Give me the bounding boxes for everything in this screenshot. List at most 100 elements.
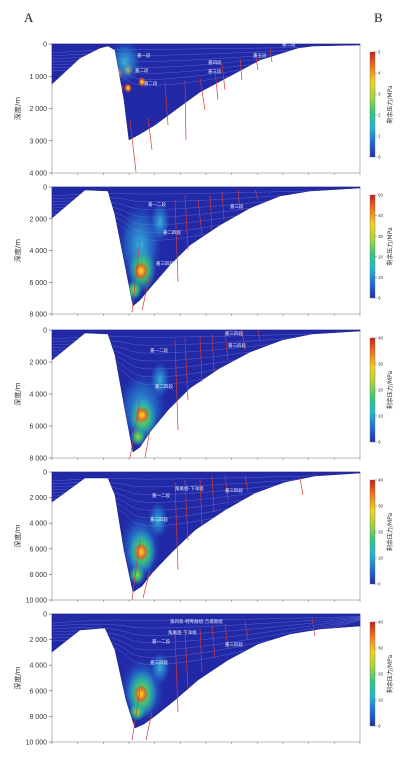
colorbar-label: 剩余压力/MPa xyxy=(386,655,394,694)
colorbar-tick-label: 40 xyxy=(378,478,384,483)
stratum-label: 嘉三四段 xyxy=(225,487,243,494)
y-tick-label: 4 000 xyxy=(29,521,47,528)
fault-line xyxy=(254,189,259,201)
fault-line xyxy=(199,77,206,111)
strata-line xyxy=(52,617,360,629)
y-axis-label: 深度/m xyxy=(13,666,22,689)
strata-line xyxy=(52,617,360,636)
fault-line xyxy=(174,481,179,571)
colorbar-tick-label: 0 xyxy=(378,155,381,160)
fault-line xyxy=(311,617,316,637)
colorbar-tick-label: 20 xyxy=(378,672,384,677)
stratum-label: 嘉三四段 xyxy=(150,659,168,666)
stratum-label: 嘉四段 xyxy=(208,59,222,66)
fault-line xyxy=(221,191,225,221)
basin-fill xyxy=(51,613,361,729)
colorbar xyxy=(369,479,376,585)
stratum-label: 嘉二四段 xyxy=(163,229,181,236)
y-tick-label: 8 000 xyxy=(29,312,47,319)
stratum-label: 嘉五段 xyxy=(253,52,267,59)
fault-line xyxy=(199,627,203,673)
fault-line xyxy=(184,479,189,541)
y-tick-label: 0 xyxy=(43,328,47,335)
fault-line xyxy=(224,474,229,501)
y-tick-label: 0 xyxy=(43,612,47,619)
pressure-zone xyxy=(134,543,148,561)
stratum-label: 嘉一二段 xyxy=(152,638,170,645)
pressure-zone xyxy=(134,685,148,703)
y-axis-label: 深度/m xyxy=(13,382,22,405)
stratum-label: 嘉一二段 xyxy=(150,347,168,354)
fault-line xyxy=(144,429,151,459)
y-tick-label: 2 000 xyxy=(29,106,47,113)
y-tick-label: 10 000 xyxy=(26,740,48,747)
basin-interior xyxy=(52,474,360,585)
panel-a-header: A xyxy=(24,10,34,25)
colorbar-tick-label: 3 xyxy=(378,92,381,97)
fault-line xyxy=(244,474,249,493)
y-tick-label: 4 000 xyxy=(29,392,47,399)
y-tick-label: 8 000 xyxy=(29,456,47,463)
colorbar-tick-label: 30 xyxy=(378,234,384,239)
fault-line xyxy=(224,331,229,361)
strata-line xyxy=(52,616,360,624)
stratum-label: 嘉三四段 xyxy=(225,641,243,648)
y-tick-label: 2 000 xyxy=(29,360,47,367)
colorbar-tick-label: 0 xyxy=(378,582,381,587)
colorbar xyxy=(369,51,376,158)
fault-line xyxy=(221,63,226,91)
colorbar-tick-label: 0 xyxy=(378,724,381,729)
stratum-label: 嘉二四段 xyxy=(155,383,173,390)
fault-line xyxy=(269,47,273,63)
fault-line xyxy=(211,333,215,373)
pressure-zone xyxy=(135,407,149,423)
fault-line xyxy=(174,631,179,713)
y-tick-label: 6 000 xyxy=(29,280,47,287)
y-tick-label: 4 000 xyxy=(29,171,47,178)
pressure-zone xyxy=(150,652,170,684)
fault-line xyxy=(224,623,229,649)
pressure-zone xyxy=(138,77,146,87)
pressure-zone xyxy=(124,83,132,93)
fault-line xyxy=(184,194,189,251)
fault-line xyxy=(147,117,153,151)
stratum-label: 嘉三四段 xyxy=(156,260,174,267)
fault-line xyxy=(184,79,187,141)
pressure-zone xyxy=(129,703,145,721)
fault-line xyxy=(199,335,203,383)
colorbar-tick-label: 20 xyxy=(378,530,384,535)
fault-line xyxy=(145,711,153,741)
colorbar-label: 剩余压力/MPa xyxy=(386,227,394,266)
stratum-label: 嘉二段 xyxy=(282,41,296,48)
y-tick-label: 8 000 xyxy=(29,572,47,579)
colorbar-label: 剩余压力/MPa xyxy=(386,85,394,124)
fault-line xyxy=(142,569,151,599)
y-tick-label: 0 xyxy=(43,42,47,49)
colorbar-tick-label: 1 xyxy=(378,134,381,139)
y-tick-label: 1 000 xyxy=(29,74,47,81)
y-tick-label: 2 000 xyxy=(29,495,47,502)
colorbar-tick-label: 20 xyxy=(378,254,384,259)
y-tick-label: 0 xyxy=(43,470,47,477)
fault-line xyxy=(211,475,215,513)
colorbar-tick-label: 30 xyxy=(378,362,384,367)
basin-fill xyxy=(51,471,361,593)
fault-line xyxy=(174,339,179,431)
pressure-zone xyxy=(130,428,146,446)
colorbar-tick-label: 20 xyxy=(378,388,384,393)
y-axis-label: 深度/m xyxy=(13,239,22,262)
colorbar-tick-label: 40 xyxy=(378,620,384,625)
strata-line xyxy=(52,46,360,54)
y-tick-label: 4 000 xyxy=(29,663,47,670)
y-axis-label: 深度/m xyxy=(13,524,22,547)
colorbar-tick-label: 40 xyxy=(378,336,384,341)
fault-line xyxy=(131,539,141,601)
stratum-label: 嘉三段 xyxy=(208,68,222,75)
basin-interior xyxy=(52,616,360,722)
pressure-zone xyxy=(134,262,148,280)
stratum-label: 嘉三四段 xyxy=(150,516,168,523)
basin-fill xyxy=(51,43,361,141)
